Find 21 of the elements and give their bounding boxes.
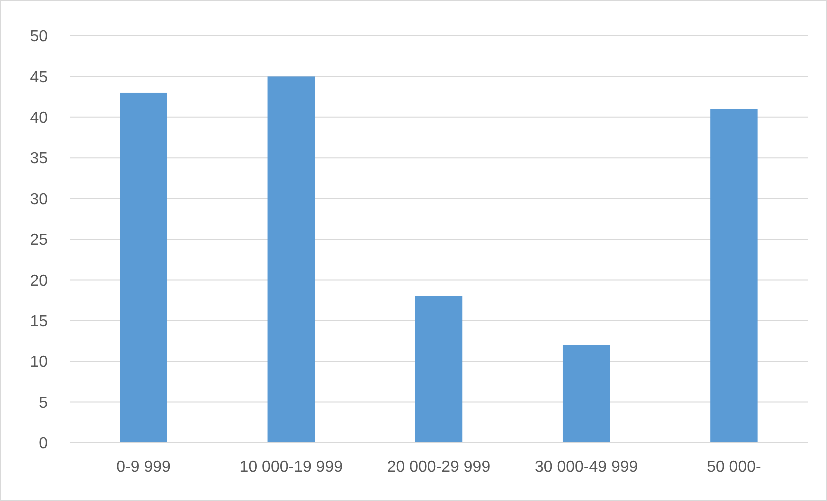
- y-tick-label: 35: [30, 150, 48, 168]
- x-tick-label: 30 000-49 999: [535, 459, 638, 476]
- y-tick-label: 10: [30, 354, 48, 372]
- x-tick-label: 50 000-: [707, 459, 762, 476]
- y-tick-label: 5: [39, 394, 48, 412]
- bar: [562, 345, 610, 443]
- y-tick-label: 50: [30, 28, 48, 46]
- y-tick-label: 30: [30, 191, 48, 208]
- y-tick-label: 40: [30, 110, 48, 127]
- x-tick-label: 0-9 999: [116, 459, 172, 476]
- x-tick-label: 20 000-29 999: [387, 459, 491, 476]
- y-tick-label: 0: [39, 436, 48, 453]
- y-tick-label: 20: [30, 272, 48, 290]
- bar: [268, 76, 316, 443]
- y-tick-label: 25: [30, 232, 48, 250]
- bar: [710, 109, 758, 443]
- x-tick-label: 10 000-19 999: [240, 459, 344, 476]
- bar: [415, 296, 463, 443]
- y-tick-label: 15: [30, 314, 48, 330]
- bar: [120, 92, 168, 443]
- y-tick-label: 45: [30, 69, 48, 86]
